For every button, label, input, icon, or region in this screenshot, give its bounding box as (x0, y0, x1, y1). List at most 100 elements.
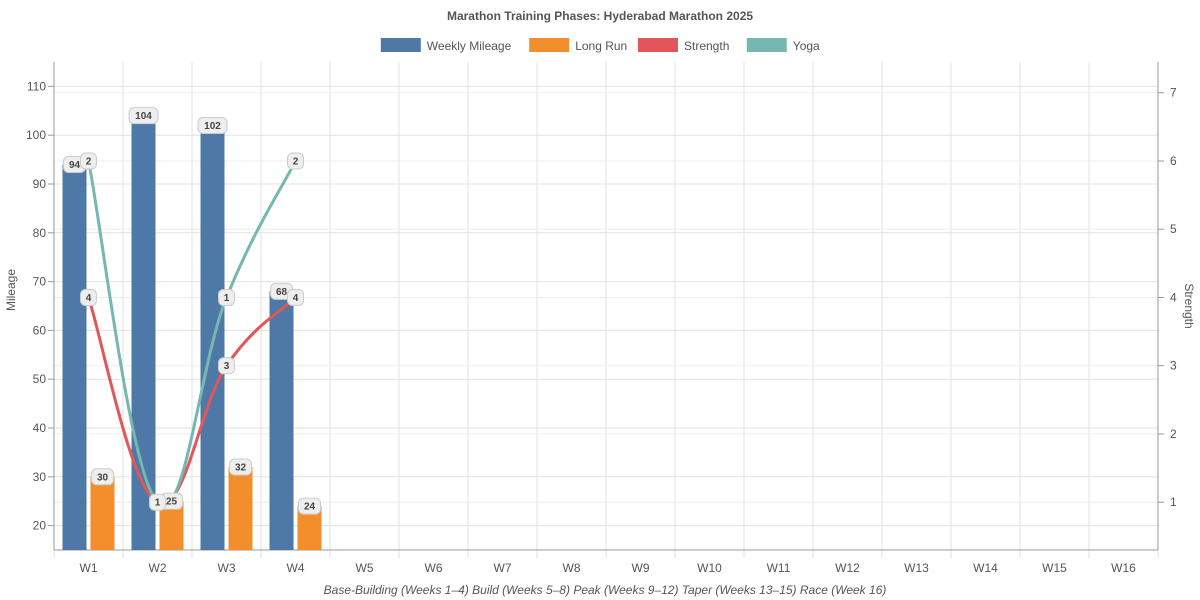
x-tick-label: W7 (494, 561, 512, 575)
data-label: 1 (218, 288, 235, 306)
legend-swatch (746, 38, 787, 52)
x-tick-label: W15 (1042, 561, 1067, 575)
data-label: 2 (80, 152, 97, 170)
legend: Weekly Mileage Long Run Strength Yoga (380, 38, 820, 53)
data-label-box (287, 152, 304, 170)
data-label-text: 94 (69, 160, 81, 171)
y-tick-label: 20 (33, 519, 47, 533)
data-label: 32 (229, 458, 252, 476)
y2-tick-label: 1 (1170, 495, 1177, 509)
x-tick-label: W5 (356, 561, 374, 575)
data-label-text: 4 (86, 293, 92, 304)
legend-item: Strength (638, 38, 729, 53)
y2-tick-label: 3 (1170, 359, 1177, 373)
data-label-text: 1 (224, 293, 230, 304)
y2-tick-label: 7 (1170, 86, 1177, 100)
x-tick-label: W10 (697, 561, 722, 575)
x-tick-label: W9 (632, 561, 650, 575)
legend-swatch (638, 38, 678, 52)
chart-title: Marathon Training Phases: Hyderabad Mara… (447, 9, 753, 23)
data-label-text: 68 (276, 287, 288, 298)
data-label-text: 2 (293, 156, 299, 167)
legend-item: Long Run (529, 38, 627, 53)
data-label-box (229, 458, 252, 476)
y-tick-label: 80 (33, 226, 47, 240)
x-tick-label: W3 (218, 561, 236, 575)
line-yoga (87, 160, 297, 507)
legend-item: Yoga (746, 38, 820, 53)
legend-swatch (529, 38, 570, 52)
x-tick-label: W13 (904, 561, 929, 575)
bar-weekly-mileage (269, 291, 294, 550)
x-axis-title: Base-Building (Weeks 1–4) Build (Weeks 5… (324, 583, 887, 597)
x-tick-label: W8 (563, 561, 581, 575)
data-label-text: 4 (293, 293, 299, 304)
legend-swatch (380, 38, 421, 52)
data-label-box (218, 357, 235, 375)
x-tick-label: W14 (973, 561, 998, 575)
data-label: 1 (149, 493, 166, 511)
data-label-text: 104 (135, 111, 152, 122)
legend-label: Strength (684, 39, 729, 53)
y-tick-label: 50 (33, 372, 47, 386)
data-label-box (80, 288, 97, 306)
x-tick-label: W11 (767, 561, 791, 575)
y-tick-label: 110 (27, 79, 46, 93)
legend-label: Long Run (575, 39, 627, 53)
data-label-box (197, 116, 228, 134)
x-tick-label: W2 (149, 561, 167, 575)
data-label: 4 (80, 288, 97, 306)
y-tick-label: 60 (33, 323, 47, 337)
data-label-box (149, 493, 166, 511)
data-label-text: 25 (166, 497, 178, 508)
y2-tick-label: 6 (1170, 154, 1177, 168)
y-tick-label: 30 (33, 470, 47, 484)
legend-label: Weekly Mileage (427, 39, 512, 53)
data-label-box (91, 468, 114, 486)
data-label-text: 24 (304, 502, 316, 513)
lines (87, 160, 297, 507)
bar-long-run (228, 467, 253, 550)
data-label-box (128, 107, 159, 125)
axes: 20 30 40 50 60 70 80 90 100 110 1 2 3 4 5 6 7 W1 W2 W3 W4 W5 W… (26, 62, 1177, 575)
x-tick-label: W1 (80, 561, 98, 575)
y2-tick-label: 4 (1170, 290, 1177, 304)
y-tick-label: 100 (26, 128, 46, 142)
bar-weekly-mileage (131, 115, 156, 551)
x-tick-label: W12 (835, 561, 860, 575)
data-label-box (287, 288, 304, 306)
data-label: 4 (287, 288, 304, 306)
bar-long-run (90, 476, 115, 550)
bar-weekly-mileage (62, 164, 87, 551)
data-label: 2 (287, 152, 304, 170)
data-label: 30 (91, 468, 114, 486)
x-tick-label: W4 (287, 561, 305, 575)
data-label-box (298, 497, 321, 515)
y2-axis-title: Strength (1182, 283, 1196, 328)
y2-tick-label: 5 (1170, 222, 1177, 236)
data-label-text: 3 (224, 361, 230, 372)
data-label-text: 102 (204, 121, 221, 132)
data-label: 3 (218, 357, 235, 375)
data-label-box (80, 152, 97, 170)
x-tick-label: W6 (425, 561, 443, 575)
grid (53, 62, 1159, 558)
x-tick-label: W16 (1111, 561, 1136, 575)
data-label-text: 1 (155, 498, 161, 509)
data-label-text: 32 (235, 463, 247, 474)
y-tick-label: 70 (33, 275, 47, 289)
legend-item: Weekly Mileage (380, 38, 512, 53)
y2-tick-label: 2 (1170, 427, 1177, 441)
bars (62, 115, 322, 551)
y-tick-label: 40 (33, 421, 47, 435)
y-tick-label: 90 (33, 177, 47, 191)
data-label: 102 (197, 116, 228, 134)
data-labels: 94 104 102 68 30 25 32 24 4 1 3 4 2 1 2 (63, 107, 321, 515)
data-label-text: 30 (97, 472, 109, 483)
data-label: 104 (128, 107, 159, 125)
data-label-text: 2 (86, 156, 92, 167)
y-axis-title: Mileage (4, 269, 18, 311)
data-label-box (218, 288, 235, 306)
